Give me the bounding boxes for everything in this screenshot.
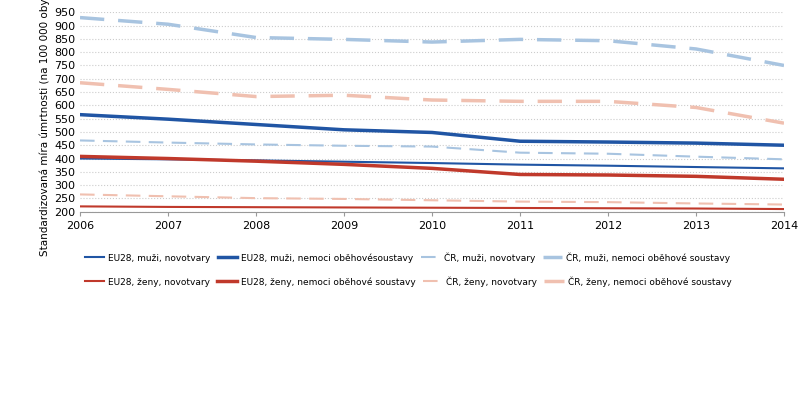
Legend: EU28, ženy, novotvary, EU28, ženy, nemoci oběhové soustavy, ČR, ženy, novotvary,: EU28, ženy, novotvary, EU28, ženy, nemoc… <box>85 276 731 287</box>
Y-axis label: Standardizovaná míra úmrtnosti (na 100 000 obyvatel): Standardizovaná míra úmrtnosti (na 100 0… <box>39 0 50 256</box>
